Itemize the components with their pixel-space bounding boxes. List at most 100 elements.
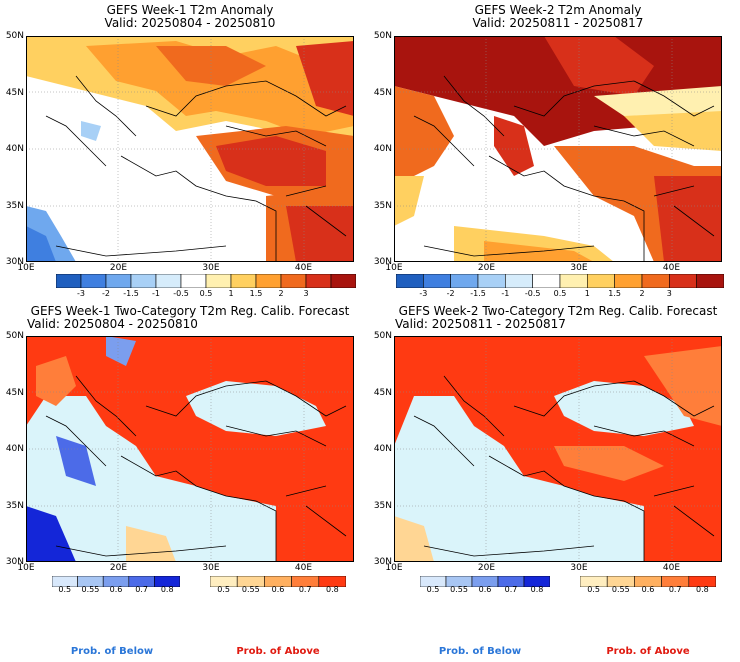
colorbar-label: 0.8 (160, 585, 174, 594)
colorbar-label: -1.5 (470, 289, 486, 298)
lat-label: 30N (373, 557, 392, 567)
lat-label: 35N (373, 200, 392, 211)
lat-label: 45N (373, 87, 392, 98)
colorbar-label: 0.7 (668, 585, 682, 594)
lon-label: 20E (109, 563, 128, 573)
colorbar-swatch (105, 273, 132, 289)
lon-label: 10E (385, 263, 403, 273)
colorbar-label: 3 (666, 289, 672, 298)
colorbar-label: 0.55 (81, 585, 100, 594)
prob-above-label-week2: Prob. of Above (606, 646, 690, 657)
colorbar-label: 0.8 (696, 585, 709, 594)
colorbar-label: 0.8 (326, 585, 339, 594)
colorbar-label: 0.5 (553, 289, 567, 298)
colorbar-label: 0.8 (530, 585, 544, 594)
colorbar-swatch (450, 273, 479, 289)
colorbar-swatch (180, 273, 207, 289)
colorbar-label: 1 (584, 289, 590, 298)
colorbar-label: 0.7 (504, 585, 518, 594)
lon-label: 40E (294, 563, 313, 573)
colorbar-label: 2 (278, 289, 284, 298)
panel1-title-valid: Valid: 20250804 - 20250810 (104, 16, 276, 30)
lat-label: 40N (5, 444, 24, 454)
lon-label: 10E (385, 563, 403, 573)
lat-label: 30N (5, 257, 24, 267)
colorbar-label: 1 (228, 289, 234, 298)
map-week2-probability (394, 336, 722, 562)
prob-below-label-week1: Prob. of Below (70, 646, 154, 657)
colorbar-label: -2 (446, 289, 455, 298)
colorbar-label: -3 (419, 289, 428, 298)
lon-label: 40E (662, 563, 681, 573)
lat-label: 45N (5, 387, 24, 398)
colorbar-label: 0.6 (478, 585, 492, 594)
lat-label: 50N (373, 31, 392, 41)
prob-below-colorbar-week1: 0.5 0.55 0.6 0.7 0.8 (51, 572, 181, 594)
colorbar-swatch (696, 273, 725, 289)
lat-label: 50N (5, 31, 24, 41)
lon-label: 30E (202, 563, 220, 573)
panel4-title: GEFS Week-2 Two-Category T2m Reg. Calib.… (378, 305, 738, 331)
colorbar-swatch (155, 273, 182, 289)
panel2-title: GEFS Week-2 T2m Anomaly Valid: 20250811 … (388, 4, 728, 30)
panel1-title: GEFS Week-1 T2m Anomaly Valid: 20250804 … (20, 4, 360, 30)
lon-label: 20E (109, 263, 128, 273)
lat-label: 40N (373, 144, 392, 154)
colorbar-label: 0.6 (271, 585, 285, 594)
colorbar-swatch (641, 273, 670, 289)
lat-label: 35N (5, 500, 24, 511)
lon-label: 40E (294, 263, 313, 273)
colorbar-label: -3 (77, 289, 85, 298)
colorbar-swatch (230, 273, 257, 289)
colorbar-label: 2 (639, 289, 645, 298)
colorbar-swatch (532, 273, 561, 289)
colorbar-label: 0.7 (298, 585, 312, 594)
panel3-title-main: GEFS Week-1 Two-Category T2m Reg. Calib.… (30, 304, 350, 318)
colorbar-label: 0.5 (217, 585, 230, 594)
panel4-title-valid: Valid: 20250811 - 20250817 (395, 317, 566, 331)
anomaly-colorbar-week2: -3 -2 -1.5 -1 -0.5 0.5 1 1.5 2 3 (395, 273, 725, 298)
panel2-title-valid: Valid: 20250811 - 20250817 (472, 16, 644, 30)
anomaly-colorbar-week1: -3 -2 -1.5 -1 -0.5 0.5 1 1.5 2 3 (55, 273, 357, 298)
colorbar-swatch (255, 273, 282, 289)
lat-label: 45N (5, 87, 24, 98)
lat-label: 30N (373, 257, 392, 267)
map-week2-anomaly (394, 36, 722, 262)
colorbar-label: 0.55 (611, 585, 630, 594)
colorbar-label: 0.6 (641, 585, 655, 594)
lon-label: 10E (17, 263, 35, 273)
lat-label: 50N (5, 331, 24, 341)
colorbar-label: 0.5 (58, 585, 72, 594)
lon-label: 10E (17, 563, 35, 573)
colorbar-label: 1.5 (608, 289, 622, 298)
colorbar-swatch (477, 273, 506, 289)
colorbar-swatch (559, 273, 588, 289)
colorbar-swatch (55, 273, 82, 289)
colorbar-label: 0.5 (199, 289, 213, 298)
colorbar-swatch (130, 273, 157, 289)
colorbar-swatch (614, 273, 643, 289)
colorbar-swatch (205, 273, 232, 289)
colorbar-swatch (280, 273, 307, 289)
colorbar-swatch (505, 273, 533, 289)
colorbar-swatch (395, 273, 424, 289)
colorbar-swatch (423, 273, 451, 289)
panel4-title-main: GEFS Week-2 Two-Category T2m Reg. Calib.… (398, 304, 718, 318)
panel2-title-main: GEFS Week-2 T2m Anomaly (474, 3, 642, 17)
lon-label: 30E (570, 263, 588, 273)
lon-label: 30E (570, 563, 588, 573)
lat-label: 40N (373, 444, 392, 454)
colorbar-swatch (80, 273, 107, 289)
lat-label: 35N (373, 500, 392, 511)
colorbar-label: 0.5 (587, 585, 600, 594)
colorbar-label: 0.55 (450, 585, 468, 594)
lat-label: 35N (5, 200, 24, 211)
prob-above-label-week1: Prob. of Above (236, 646, 320, 657)
colorbar-label: 0.55 (241, 585, 260, 594)
lat-label: 30N (5, 557, 24, 567)
colorbar-label: -1.5 (123, 289, 139, 298)
colorbar-swatch (669, 273, 697, 289)
prob-below-colorbar-week2: 0.5 0.55 0.6 0.7 0.8 (419, 572, 551, 594)
colorbar-label: 0.5 (426, 585, 440, 594)
prob-above-colorbar-week1: 0.5 0.55 0.6 0.7 0.8 (209, 572, 347, 594)
